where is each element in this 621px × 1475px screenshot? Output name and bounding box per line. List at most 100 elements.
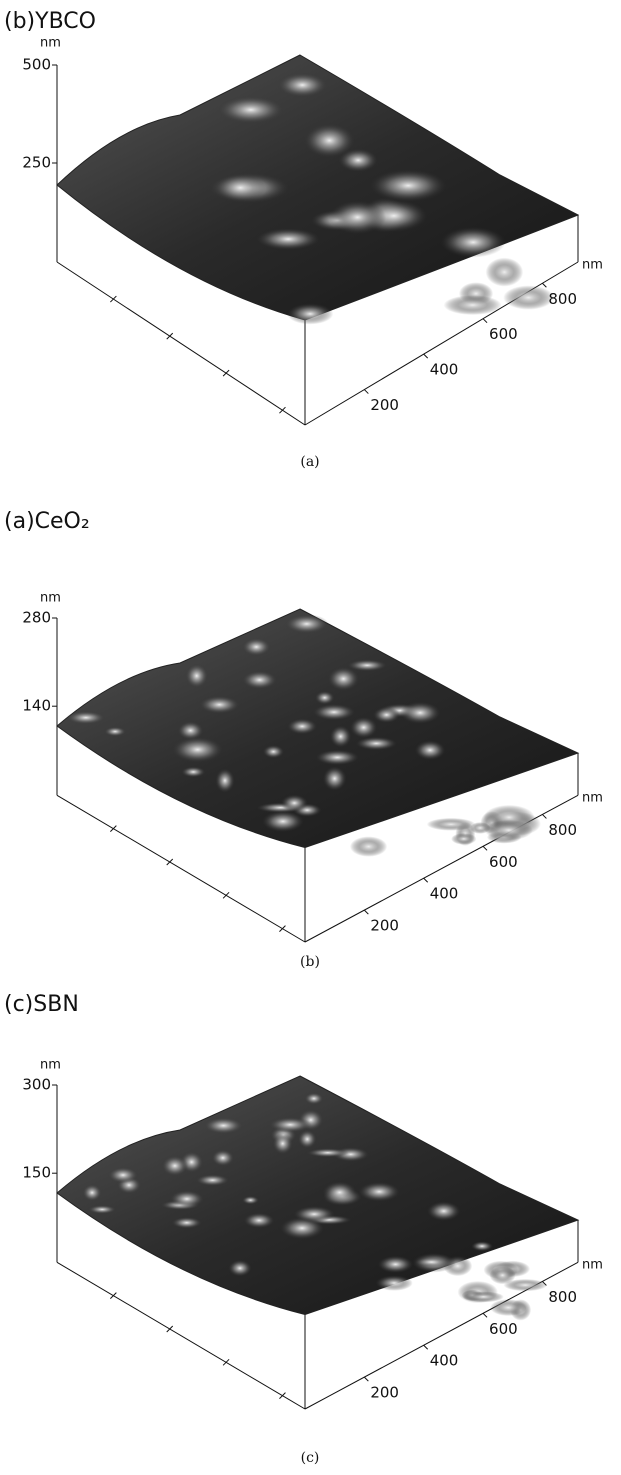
caption: (c) — [301, 1450, 320, 1466]
xy-tick-label: 400 — [430, 1352, 459, 1370]
surface-highlight — [82, 1184, 101, 1201]
xy-tick — [483, 846, 487, 850]
surface-highlight — [323, 766, 347, 790]
xy-tick — [364, 390, 368, 394]
surface-highlight — [228, 1260, 251, 1277]
xy-tick-label: 800 — [548, 1288, 577, 1306]
surface-highlight — [287, 718, 317, 734]
page: {"panels": [ {"title": "(b)YBCO", "z_uni… — [0, 0, 621, 1475]
panel-title: (b)YBCO — [4, 9, 96, 34]
surface-highlight — [378, 1256, 413, 1273]
z-tick-label: 140 — [22, 697, 51, 715]
figure: (b)YBCO500250nm200400600800nm(a)(a)CeO₂2… — [0, 0, 621, 1475]
surface-highlight — [329, 201, 386, 235]
xy-tick — [279, 407, 285, 413]
xy-unit: nm — [582, 258, 603, 273]
xy-tick-label: 600 — [489, 853, 518, 871]
surface-highlight — [490, 1299, 527, 1316]
xy-tick — [167, 333, 173, 339]
surface-highlight — [215, 768, 234, 792]
surface-highlight — [315, 691, 335, 705]
surface-highlight — [66, 711, 105, 724]
surface-highlight — [162, 1155, 188, 1176]
surface-highlight — [196, 1174, 229, 1186]
surface-highlight — [485, 820, 533, 840]
surface-highlight — [427, 1201, 460, 1220]
xy-tick — [364, 910, 368, 914]
surface-highlight — [294, 1206, 335, 1222]
xy-tick — [483, 319, 487, 323]
z-unit: nm — [40, 1058, 61, 1073]
caption: (b) — [300, 954, 320, 970]
xy-tick — [110, 1293, 116, 1299]
surface-highlight — [257, 228, 320, 250]
surface-highlight — [185, 664, 208, 688]
z-unit: nm — [40, 36, 61, 51]
surface-highlight — [108, 1167, 138, 1183]
xy-tick — [167, 1326, 173, 1332]
xy-tick — [483, 1313, 487, 1317]
surface-highlight — [285, 614, 329, 633]
surface-highlight — [400, 702, 441, 724]
surface-highlight — [215, 174, 265, 201]
surface-highlight — [88, 1205, 116, 1214]
xy-tick — [223, 892, 229, 898]
xy-tick — [424, 354, 428, 358]
surface-highlight — [359, 1182, 400, 1201]
xy-tick-label: 400 — [430, 885, 459, 903]
xy-tick — [167, 859, 173, 865]
surface-highlight — [242, 638, 271, 656]
surface-highlight — [242, 1196, 259, 1204]
surface-highlight — [307, 1148, 349, 1157]
surface-highlight — [350, 717, 377, 738]
surface-highlight — [172, 1217, 202, 1229]
xy-tick — [424, 878, 428, 882]
surface-highlight — [330, 725, 352, 747]
xy-tick-label: 200 — [370, 1384, 399, 1402]
xy-tick — [279, 1393, 285, 1399]
xy-tick — [223, 370, 229, 376]
surface-highlight — [287, 303, 333, 324]
xy-tick-label: 200 — [370, 917, 399, 935]
surface-highlight — [263, 745, 284, 758]
xy-tick — [542, 283, 546, 287]
surface-highlight — [181, 767, 205, 778]
z-tick-label: 150 — [22, 1164, 51, 1182]
surface-highlight — [415, 1257, 449, 1267]
surface-highlight — [172, 737, 223, 763]
surface-highlight — [313, 704, 355, 720]
z-tick-label: 300 — [22, 1076, 51, 1094]
surface-highlight — [444, 295, 502, 315]
xy-unit: nm — [582, 1258, 603, 1273]
surface-highlight — [323, 1181, 357, 1203]
surface-highlight — [217, 96, 284, 124]
z-unit: nm — [40, 591, 61, 606]
z-tick-label: 500 — [22, 56, 51, 74]
xy-tick — [424, 1345, 428, 1349]
surface-highlight — [356, 737, 397, 750]
surface-highlight — [212, 1149, 235, 1166]
surface-highlight — [204, 1117, 244, 1134]
xy-tick — [223, 1359, 229, 1365]
surface-highlight — [427, 818, 476, 831]
xy-tick-label: 600 — [489, 1320, 518, 1338]
panel-title: (c)SBN — [4, 992, 79, 1017]
surface-highlight — [373, 707, 400, 723]
surface-highlight — [277, 73, 327, 98]
surface-highlight — [170, 1190, 204, 1207]
xy-tick-label: 400 — [430, 361, 459, 379]
z-tick-label: 250 — [22, 154, 51, 172]
surface-highlight — [441, 227, 506, 258]
surface-highlight — [504, 1279, 548, 1291]
surface-highlight — [199, 696, 239, 714]
xy-tick-label: 200 — [370, 396, 399, 414]
surface-highlight — [281, 795, 308, 812]
surface-highlight — [376, 1275, 413, 1291]
surface-highlight — [486, 258, 524, 287]
surface-highlight — [328, 667, 359, 691]
xy-tick-label: 800 — [548, 290, 577, 308]
xy-tick — [279, 926, 285, 932]
surface-highlight — [298, 1130, 317, 1149]
xy-tick-label: 600 — [489, 325, 518, 343]
surface-highlight — [451, 833, 476, 845]
